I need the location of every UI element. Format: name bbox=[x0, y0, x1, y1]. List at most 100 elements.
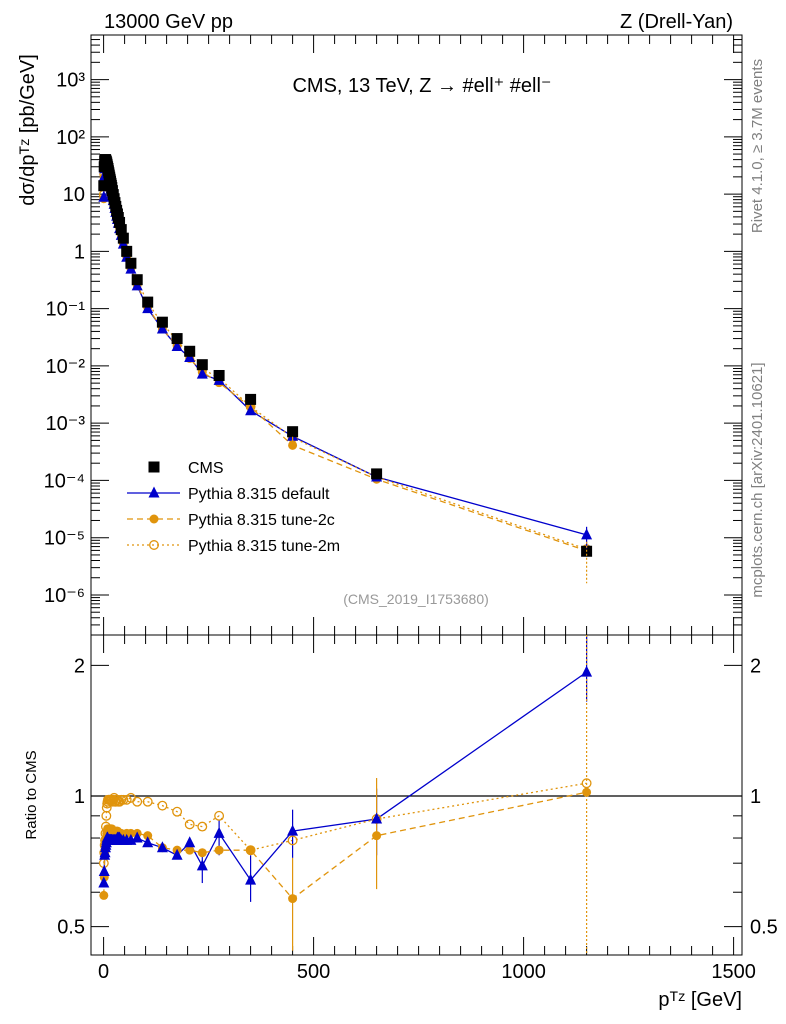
y-tick-label: 2 bbox=[750, 655, 761, 677]
x-tick-labels: 0 500 1000 1500 bbox=[98, 961, 756, 983]
y-tick-label: 0.5 bbox=[57, 917, 85, 939]
legend-label: CMS bbox=[188, 460, 224, 477]
ratio-point bbox=[184, 836, 196, 848]
ratio-series bbox=[98, 635, 593, 955]
ratio-point bbox=[131, 831, 143, 843]
ratio-ticks bbox=[91, 635, 742, 955]
y-tick-label: 0.5 bbox=[750, 917, 778, 939]
data-point bbox=[114, 216, 126, 228]
data-point bbox=[131, 274, 143, 286]
ratio-frame bbox=[90, 634, 743, 956]
ratio-point bbox=[132, 796, 143, 807]
ratio-point bbox=[288, 894, 298, 904]
x-tick-label: 0 bbox=[98, 961, 109, 983]
y-tick-label: 1 bbox=[74, 241, 85, 263]
ratio-point bbox=[156, 841, 168, 853]
data-point bbox=[117, 232, 129, 244]
legend-marker bbox=[149, 540, 159, 550]
main-ticks bbox=[91, 34, 742, 636]
ratio-point bbox=[126, 828, 136, 838]
x-axis-label: pᵀᶻ [GeV] bbox=[658, 989, 742, 1011]
ratio-point bbox=[197, 848, 207, 858]
ratio-line-2 bbox=[103, 782, 587, 864]
ratio-point bbox=[171, 848, 183, 860]
ratio-point bbox=[213, 826, 225, 838]
legend-marker bbox=[149, 514, 159, 524]
ratio-point bbox=[246, 845, 256, 855]
data-point bbox=[142, 296, 154, 308]
y-tick-label: 10⁻⁵ bbox=[44, 528, 85, 550]
y-tick-label: 10⁻⁴ bbox=[44, 470, 85, 492]
main-title: CMS, 13 TeV, Z → #ell⁺ #ell⁻ bbox=[292, 75, 551, 97]
main-y-tick-labels: 10⁻⁶ 10⁻⁵ 10⁻⁴ 10⁻³ 10⁻² 10⁻¹ 1 10 10² 10³ bbox=[44, 70, 86, 607]
mcplots-label: mcplots.cern.ch [arXiv:2401.10621] bbox=[749, 362, 766, 597]
data-point bbox=[115, 224, 127, 236]
data-point bbox=[371, 468, 383, 480]
ratio-point bbox=[196, 859, 208, 871]
y-tick-label: 2 bbox=[74, 655, 85, 677]
header-left: 13000 GeV pp bbox=[104, 11, 233, 33]
data-point bbox=[121, 245, 133, 257]
main-panel: 10⁻⁶ 10⁻⁵ 10⁻⁴ 10⁻³ 10⁻² 10⁻¹ 1 10 10² 10³ CMS, 1… bbox=[17, 34, 743, 636]
ratio-y-tick-labels: 0.5 0.5 1 1 2 2 bbox=[57, 655, 778, 938]
y-tick-label: 1 bbox=[74, 786, 85, 808]
y-tick-label: 10⁻³ bbox=[46, 413, 86, 435]
data-point bbox=[213, 369, 225, 381]
y-tick-label: 10³ bbox=[56, 70, 85, 92]
ratio-point bbox=[214, 810, 225, 821]
ratio-panel: 0.5 0.5 1 1 2 2 0 500 1000 1500 Ratio to CMS pᵀᶻ… bbox=[23, 634, 778, 1011]
rivet-label: Rivet 4.1.0, ≥ 3.7M events bbox=[749, 59, 766, 233]
ratio-point bbox=[157, 800, 168, 811]
main-y-axis-label: dσ/dpᵀᶻ [pb/GeV] bbox=[17, 54, 39, 206]
legend-marker bbox=[148, 486, 160, 498]
data-point bbox=[98, 180, 110, 192]
ratio-point bbox=[581, 665, 593, 677]
y-tick-label: 1 bbox=[750, 786, 761, 808]
ratio-point bbox=[582, 787, 592, 797]
data-point bbox=[196, 367, 208, 379]
ratio-point bbox=[143, 831, 153, 841]
ratio-point bbox=[142, 836, 154, 848]
ratio-point bbox=[245, 873, 257, 885]
main-series bbox=[98, 154, 593, 584]
y-tick-label: 10⁻² bbox=[46, 356, 86, 378]
ratio-point bbox=[98, 876, 110, 888]
ratio-point bbox=[214, 845, 224, 855]
ratio-point bbox=[287, 824, 299, 836]
data-point bbox=[196, 359, 208, 371]
ratio-point bbox=[185, 845, 195, 855]
ratio-point bbox=[372, 831, 382, 841]
data-point bbox=[125, 257, 137, 269]
ratio-point bbox=[371, 812, 383, 824]
legend-marker bbox=[148, 461, 160, 473]
series-line-3 bbox=[103, 163, 587, 550]
header-right: Z (Drell-Yan) bbox=[620, 11, 733, 33]
ratio-point bbox=[172, 806, 183, 817]
analysis-watermark: (CMS_2019_I1753680) bbox=[343, 591, 489, 607]
data-point bbox=[245, 393, 257, 405]
data-point bbox=[184, 345, 196, 357]
ratio-line-1 bbox=[103, 791, 587, 900]
ratio-point bbox=[99, 890, 109, 900]
data-point bbox=[245, 404, 257, 416]
data-point bbox=[142, 302, 154, 314]
data-point bbox=[156, 316, 168, 328]
legend-label: Pythia 8.315 tune-2c bbox=[188, 512, 335, 529]
ratio-point bbox=[118, 794, 129, 805]
data-point bbox=[171, 340, 183, 352]
legend-label: Pythia 8.315 tune-2m bbox=[188, 538, 340, 555]
y-tick-label: 10⁻¹ bbox=[46, 299, 86, 321]
y-tick-label: 10⁻⁶ bbox=[44, 585, 85, 607]
ratio-point bbox=[581, 778, 592, 789]
ratio-point bbox=[142, 796, 153, 807]
ratio-y-axis-label: Ratio to CMS bbox=[23, 750, 40, 839]
ratio-point bbox=[287, 835, 298, 846]
y-tick-label: 10² bbox=[56, 127, 85, 149]
data-point bbox=[98, 190, 110, 202]
legend-label: Pythia 8.315 default bbox=[188, 486, 330, 503]
x-tick-label: 1500 bbox=[711, 961, 756, 983]
ratio-point bbox=[197, 821, 208, 832]
x-tick-label: 500 bbox=[297, 961, 330, 983]
ratio-point bbox=[184, 819, 195, 830]
